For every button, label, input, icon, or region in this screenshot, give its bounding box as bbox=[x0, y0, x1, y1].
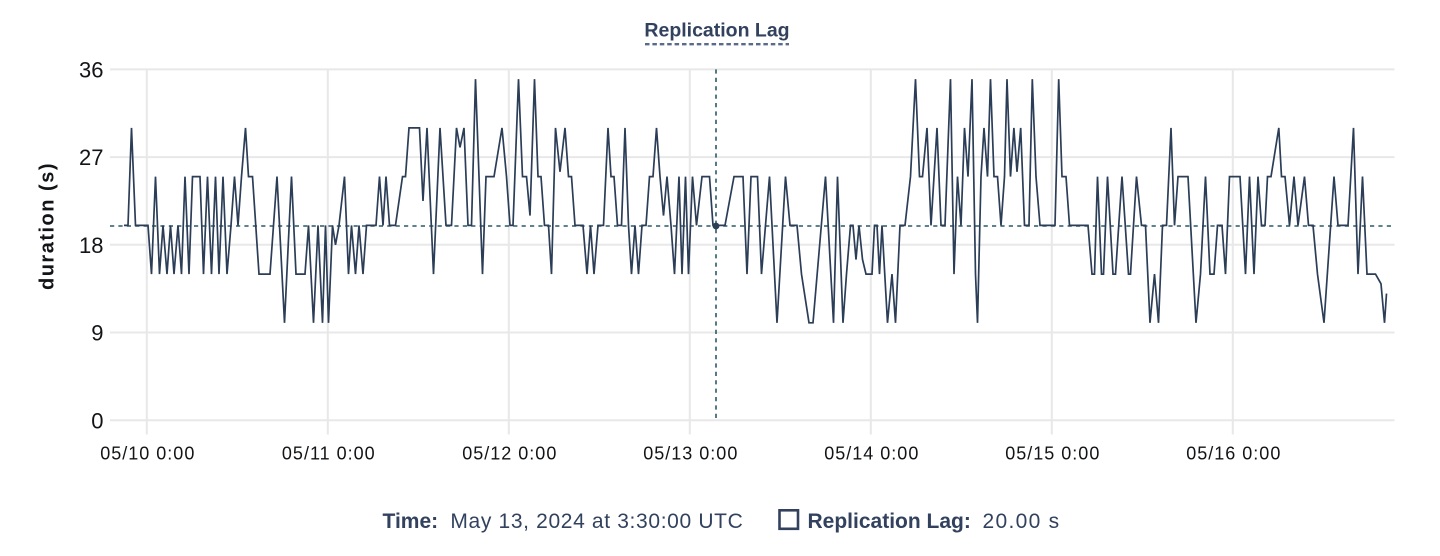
svg-text:Replication Lag: Replication Lag bbox=[644, 20, 789, 42]
svg-text:36: 36 bbox=[79, 57, 103, 82]
svg-text:18: 18 bbox=[79, 233, 103, 258]
svg-text:duration (s): duration (s) bbox=[37, 162, 59, 290]
svg-text:Time:: Time: bbox=[383, 510, 439, 533]
svg-text:05/15 0:00: 05/15 0:00 bbox=[1005, 444, 1100, 464]
svg-text:05/16 0:00: 05/16 0:00 bbox=[1186, 444, 1281, 464]
svg-text:27: 27 bbox=[79, 145, 103, 170]
svg-text:20.00 s: 20.00 s bbox=[983, 510, 1061, 533]
svg-text:05/13 0:00: 05/13 0:00 bbox=[643, 444, 738, 464]
svg-text:May 13, 2024 at 3:30:00 UTC: May 13, 2024 at 3:30:00 UTC bbox=[450, 510, 743, 533]
svg-text:0: 0 bbox=[91, 408, 103, 433]
svg-text:9: 9 bbox=[91, 321, 103, 346]
svg-text:05/12 0:00: 05/12 0:00 bbox=[462, 444, 557, 464]
svg-text:Replication Lag:: Replication Lag: bbox=[808, 510, 971, 533]
svg-text:05/14 0:00: 05/14 0:00 bbox=[824, 444, 919, 464]
svg-text:05/10 0:00: 05/10 0:00 bbox=[100, 444, 195, 464]
svg-text:05/11 0:00: 05/11 0:00 bbox=[282, 444, 376, 464]
